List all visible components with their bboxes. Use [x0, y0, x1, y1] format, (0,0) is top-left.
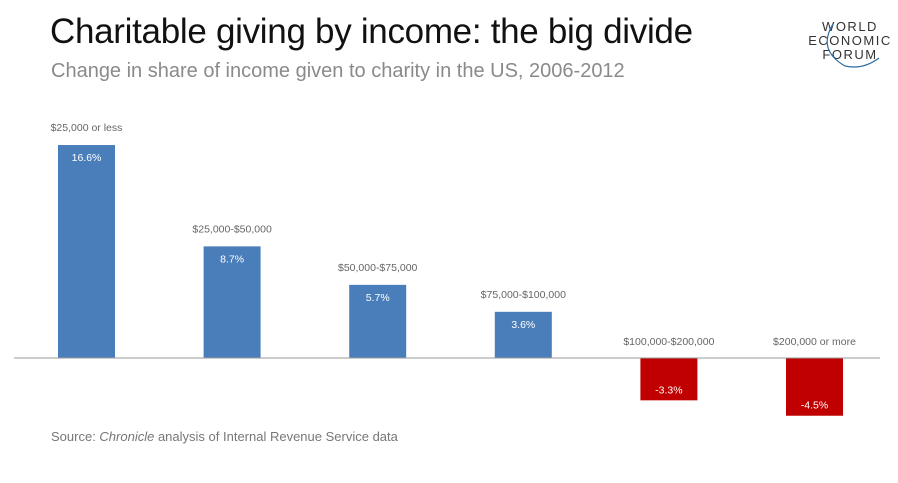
chart-subtitle: Change in share of income given to chari…: [51, 60, 625, 82]
category-label: $50,000-$75,000: [338, 262, 418, 274]
logo-line: FORUM: [822, 47, 878, 62]
wef-logo: WORLD ECONOMIC FORUM: [805, 19, 895, 68]
category-label: $25,000 or less: [51, 122, 123, 134]
category-label: $75,000-$100,000: [481, 289, 566, 301]
source-prefix: Source:: [51, 429, 100, 444]
source-publication: Chronicle: [99, 429, 155, 444]
value-label: 5.7%: [366, 292, 390, 304]
logo-line: ECONOMIC: [808, 33, 892, 48]
bar: [494, 311, 552, 358]
bar: [203, 246, 261, 358]
bar: [640, 358, 698, 401]
bar: [349, 284, 407, 358]
chart-title: Charitable giving by income: the big div…: [50, 12, 693, 51]
value-label: -3.3%: [655, 384, 682, 396]
logo-swoosh-icon: [826, 23, 880, 68]
value-label: -4.5%: [801, 400, 828, 412]
category-label: $25,000-$50,000: [192, 223, 272, 235]
source-suffix: analysis of Internal Revenue Service dat…: [154, 429, 398, 444]
value-label: 16.6%: [72, 152, 102, 164]
value-label: 3.6%: [511, 319, 535, 331]
category-label: $100,000-$200,000: [623, 336, 714, 348]
bar: [786, 358, 843, 416]
value-label: 8.7%: [220, 253, 244, 265]
source-note: Source: Chronicle analysis of Internal R…: [51, 429, 398, 444]
category-label: $200,000 or more: [773, 336, 856, 348]
bar: [58, 145, 115, 358]
logo-line: WORLD: [822, 19, 878, 34]
